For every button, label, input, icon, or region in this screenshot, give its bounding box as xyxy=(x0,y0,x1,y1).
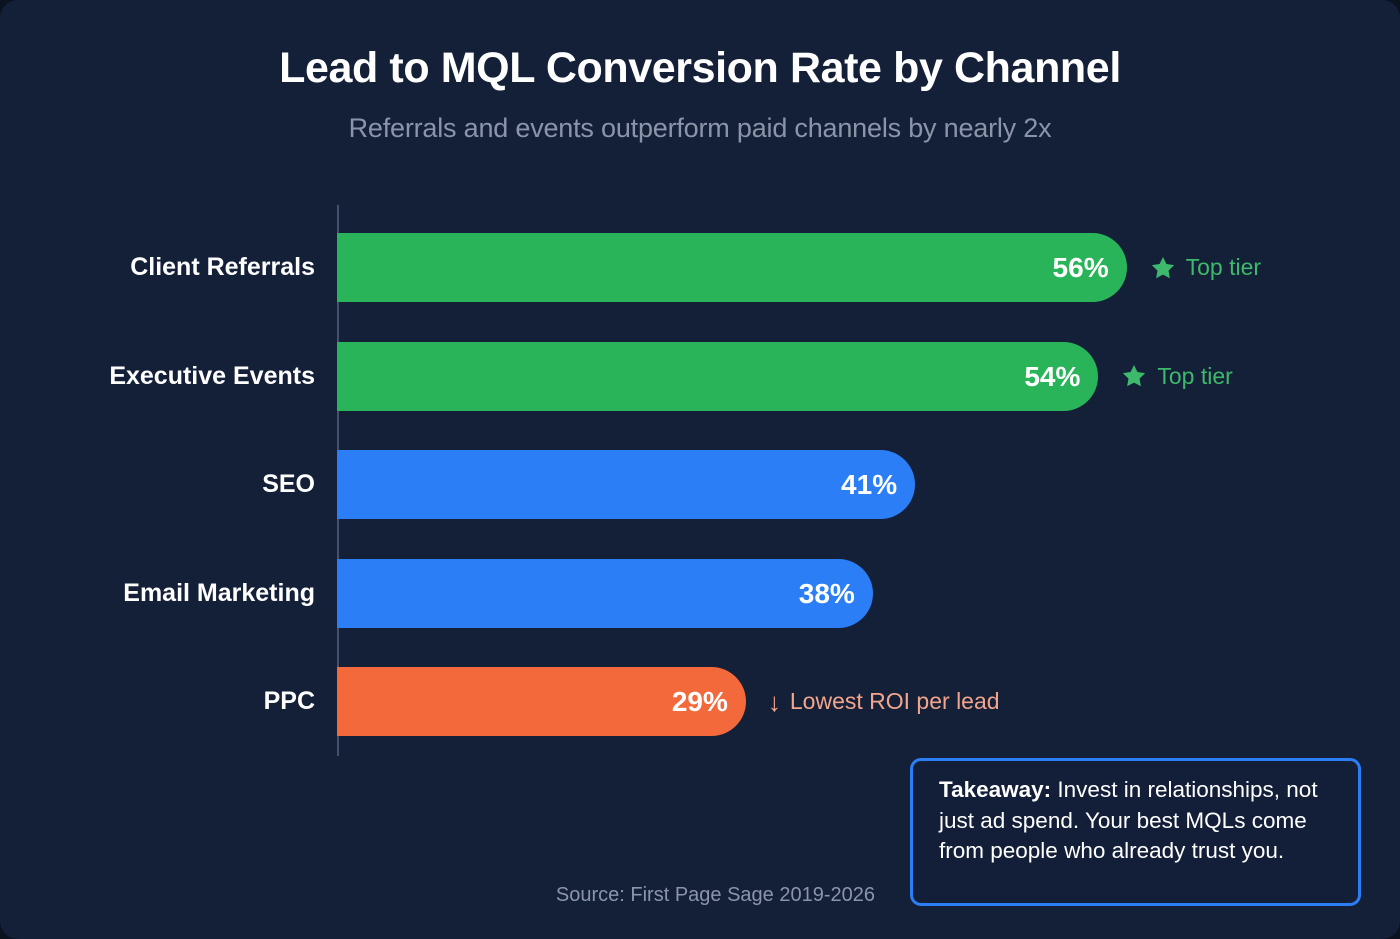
takeaway-callout: Takeaway: Invest in relationships, not j… xyxy=(910,758,1361,906)
bar-category-label: Executive Events xyxy=(109,361,315,390)
bar-shape[interactable] xyxy=(337,667,746,736)
bar-annotation: Top tier xyxy=(1120,342,1233,411)
takeaway-body: Invest in relationships, not just ad spe… xyxy=(939,777,1318,864)
star-icon xyxy=(1151,256,1174,278)
bar-category-label: SEO xyxy=(262,470,315,498)
bar-value-label: 56% xyxy=(1052,252,1109,283)
arrow-down-icon: ↓ xyxy=(767,686,781,717)
bar-annotation-label: Lowest ROI per lead xyxy=(789,688,1000,714)
source-note: Source: First Page Sage 2019-2026 xyxy=(555,884,875,906)
bar-value-label: 41% xyxy=(841,469,898,500)
bar-annotation: ↓ Lowest ROI per lead xyxy=(768,667,1000,736)
bar-shape[interactable] xyxy=(337,341,1099,411)
bar-annotation-label: Top tier xyxy=(1185,254,1262,280)
bar-value-label: 29% xyxy=(671,686,728,717)
bar-category-label: PPC xyxy=(263,687,315,715)
bar-value-label: 54% xyxy=(1024,360,1081,392)
bar-row[interactable]: PPC 29% ↓ Lowest ROI per lead xyxy=(0,667,1400,736)
bar-shape[interactable] xyxy=(337,450,916,519)
bar-annotation-label: Top tier xyxy=(1157,362,1233,389)
bar-shape[interactable] xyxy=(337,558,873,628)
bar-category-label: Email Marketing xyxy=(123,578,315,607)
bar-annotation: Top tier xyxy=(1149,233,1261,302)
bar-row[interactable]: SEO 41% xyxy=(0,450,1400,519)
chart-subtitle: Referrals and events outperform paid cha… xyxy=(348,113,1052,143)
bar-value-label: 38% xyxy=(798,577,855,609)
bar-category-label: Client Referrals xyxy=(130,253,315,281)
bar-row[interactable]: Email Marketing 38% xyxy=(0,558,1400,628)
bar-row[interactable]: Client Referrals 56% Top tier xyxy=(0,233,1400,302)
bar-row[interactable]: Executive Events 54% Top tier xyxy=(0,341,1400,411)
star-icon xyxy=(1123,365,1146,387)
page-title: Lead to MQL Conversion Rate by Channel xyxy=(279,44,1121,92)
bar-shape[interactable] xyxy=(337,233,1127,302)
takeaway-text: Takeaway: Invest in relationships, not j… xyxy=(939,775,1332,867)
takeaway-label: Takeaway: xyxy=(939,777,1052,802)
